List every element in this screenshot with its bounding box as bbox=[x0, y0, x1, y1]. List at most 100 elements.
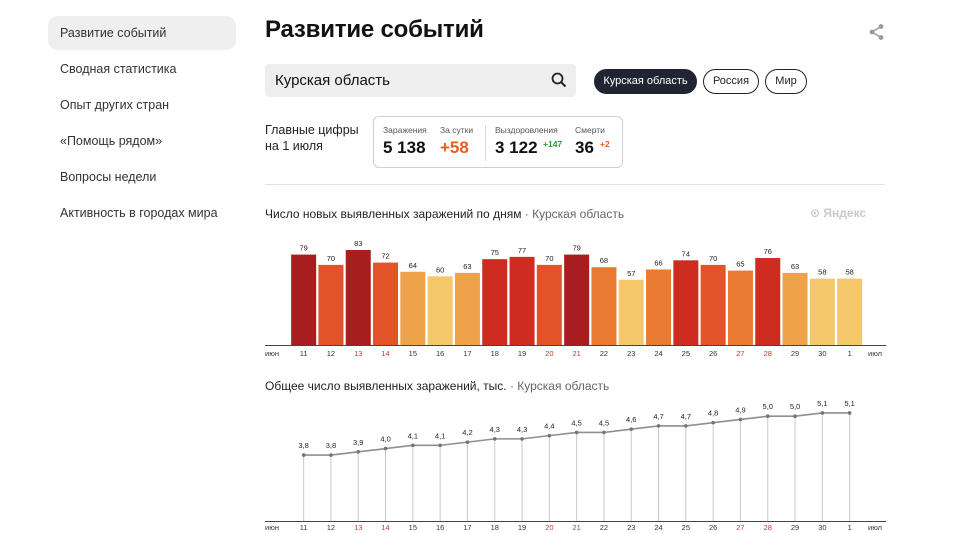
total-point bbox=[383, 446, 388, 451]
infections-value: 5 138 bbox=[383, 138, 426, 157]
deaths-value: 36 bbox=[575, 138, 594, 157]
daily-bar-value-label: 79 bbox=[572, 244, 580, 253]
total-x-tick-label: 11 bbox=[300, 523, 308, 532]
yandex-watermark: ⊙ Яндекс bbox=[810, 206, 866, 220]
daily-bar-value-label: 68 bbox=[600, 256, 608, 265]
total-point bbox=[492, 437, 497, 441]
total-x-tick-label: 13 bbox=[354, 523, 362, 532]
total-point bbox=[793, 414, 797, 419]
daily-x-tick-label: 19 bbox=[518, 349, 526, 358]
daily-bar bbox=[373, 262, 399, 345]
daily-bar bbox=[482, 259, 508, 345]
per-day-label: За сутки bbox=[440, 125, 474, 135]
total-point bbox=[629, 427, 634, 431]
daily-x-tick-label: 28 bbox=[764, 349, 772, 358]
daily-x-tick-label: 30 bbox=[818, 349, 826, 358]
total-value-label: 3,8 bbox=[326, 441, 336, 450]
sidebar: Развитие событий Сводная статистика Опыт… bbox=[48, 16, 236, 232]
daily-bar-value-label: 76 bbox=[764, 247, 772, 256]
daily-bar bbox=[345, 250, 371, 345]
total-x-start-label: июн bbox=[265, 523, 279, 532]
daily-bar-value-label: 70 bbox=[545, 254, 553, 263]
total-x-tick-label: 1 bbox=[848, 523, 852, 532]
daily-x-end-label: июл bbox=[868, 349, 882, 358]
sidebar-item-events[interactable]: Развитие событий bbox=[48, 16, 236, 50]
daily-bar bbox=[591, 267, 617, 345]
daily-bar bbox=[700, 264, 726, 345]
search-value: Курская область bbox=[275, 72, 390, 89]
summary-stats-box: Заражения 5 138 За сутки +58 Выздоровлен… bbox=[373, 116, 623, 168]
total-point bbox=[602, 430, 606, 435]
total-point bbox=[301, 453, 306, 457]
total-x-tick-label: 17 bbox=[463, 523, 471, 532]
total-value-label: 4,2 bbox=[462, 428, 472, 437]
total-value-label: 4,9 bbox=[735, 405, 745, 414]
daily-bar-value-label: 74 bbox=[682, 249, 690, 258]
total-x-tick-label: 30 bbox=[818, 523, 826, 532]
daily-bar bbox=[782, 272, 808, 345]
daily-x-tick-label: 16 bbox=[436, 349, 444, 358]
total-chart-region: · Курская область bbox=[509, 379, 610, 393]
daily-x-tick-label: 11 bbox=[300, 349, 308, 358]
total-value-label: 4,0 bbox=[380, 435, 390, 444]
daily-bar bbox=[564, 254, 590, 345]
total-point bbox=[574, 430, 579, 435]
region-search-input[interactable]: Курская область bbox=[265, 64, 576, 97]
total-x-tick-label: 22 bbox=[600, 523, 608, 532]
daily-x-tick-label: 25 bbox=[682, 349, 690, 358]
daily-bar bbox=[509, 256, 535, 345]
total-x-tick-label: 24 bbox=[654, 523, 662, 532]
total-value-label: 4,8 bbox=[708, 409, 718, 418]
daily-bar bbox=[618, 279, 644, 345]
daily-x-tick-label: 22 bbox=[600, 349, 608, 358]
page-title: Развитие событий bbox=[265, 16, 484, 43]
sidebar-item-week-questions[interactable]: Вопросы недели bbox=[60, 170, 157, 184]
total-x-tick-label: 14 bbox=[381, 523, 389, 532]
sidebar-item-summary-stats[interactable]: Сводная статистика bbox=[60, 62, 177, 76]
search-icon[interactable] bbox=[550, 71, 568, 89]
total-point bbox=[520, 437, 524, 441]
filter-russia[interactable]: Россия bbox=[703, 69, 759, 94]
daily-bar-value-label: 70 bbox=[709, 254, 717, 263]
total-value-label: 5,1 bbox=[817, 399, 827, 408]
total-x-tick-label: 15 bbox=[409, 523, 417, 532]
daily-x-tick-label: 17 bbox=[463, 349, 471, 358]
sidebar-item-city-activity[interactable]: Активность в городах мира bbox=[60, 206, 218, 220]
daily-bar-value-label: 58 bbox=[845, 268, 853, 277]
sidebar-item-other-countries[interactable]: Опыт других стран bbox=[60, 98, 170, 112]
total-point bbox=[684, 424, 688, 428]
total-x-end-label: июл bbox=[868, 523, 882, 532]
infections-label: Заражения bbox=[383, 125, 427, 135]
daily-x-tick-label: 26 bbox=[709, 349, 717, 358]
total-x-tick-label: 23 bbox=[627, 523, 635, 532]
total-value-label: 5,1 bbox=[844, 399, 854, 408]
daily-x-tick-label: 18 bbox=[491, 349, 499, 358]
daily-x-tick-label: 13 bbox=[354, 349, 362, 358]
sidebar-item-help-nearby[interactable]: «Помощь рядом» bbox=[60, 134, 163, 148]
total-value-label: 4,1 bbox=[408, 431, 418, 440]
daily-bar bbox=[454, 272, 480, 345]
daily-x-start-label: июн bbox=[265, 349, 279, 358]
daily-bar bbox=[400, 271, 426, 345]
per-day-value: +58 bbox=[440, 138, 469, 157]
total-x-tick-label: 18 bbox=[491, 523, 499, 532]
total-chart-title-text: Общее число выявленных заражений, тыс. bbox=[265, 379, 507, 393]
daily-chart-region: · Курская область bbox=[524, 207, 625, 221]
total-x-tick-label: 19 bbox=[518, 523, 526, 532]
total-value-label: 5,0 bbox=[790, 402, 800, 411]
filter-kursk-region[interactable]: Курская область bbox=[594, 69, 697, 94]
total-value-label: 4,3 bbox=[490, 425, 500, 434]
daily-bar-value-label: 75 bbox=[491, 248, 499, 257]
total-value-label: 3,9 bbox=[353, 438, 363, 447]
total-point bbox=[711, 420, 715, 425]
total-chart-title: Общее число выявленных заражений, тыс. ·… bbox=[265, 379, 609, 393]
filter-world[interactable]: Мир bbox=[765, 69, 807, 94]
daily-bar-value-label: 64 bbox=[409, 261, 417, 270]
total-point bbox=[547, 433, 552, 438]
share-icon[interactable] bbox=[867, 22, 887, 42]
daily-chart-title: Число новых выявленных заражений по дням… bbox=[265, 207, 624, 221]
daily-x-tick-label: 1 bbox=[848, 349, 852, 358]
total-value-label: 4,1 bbox=[435, 431, 445, 440]
daily-bar-value-label: 63 bbox=[463, 262, 471, 271]
